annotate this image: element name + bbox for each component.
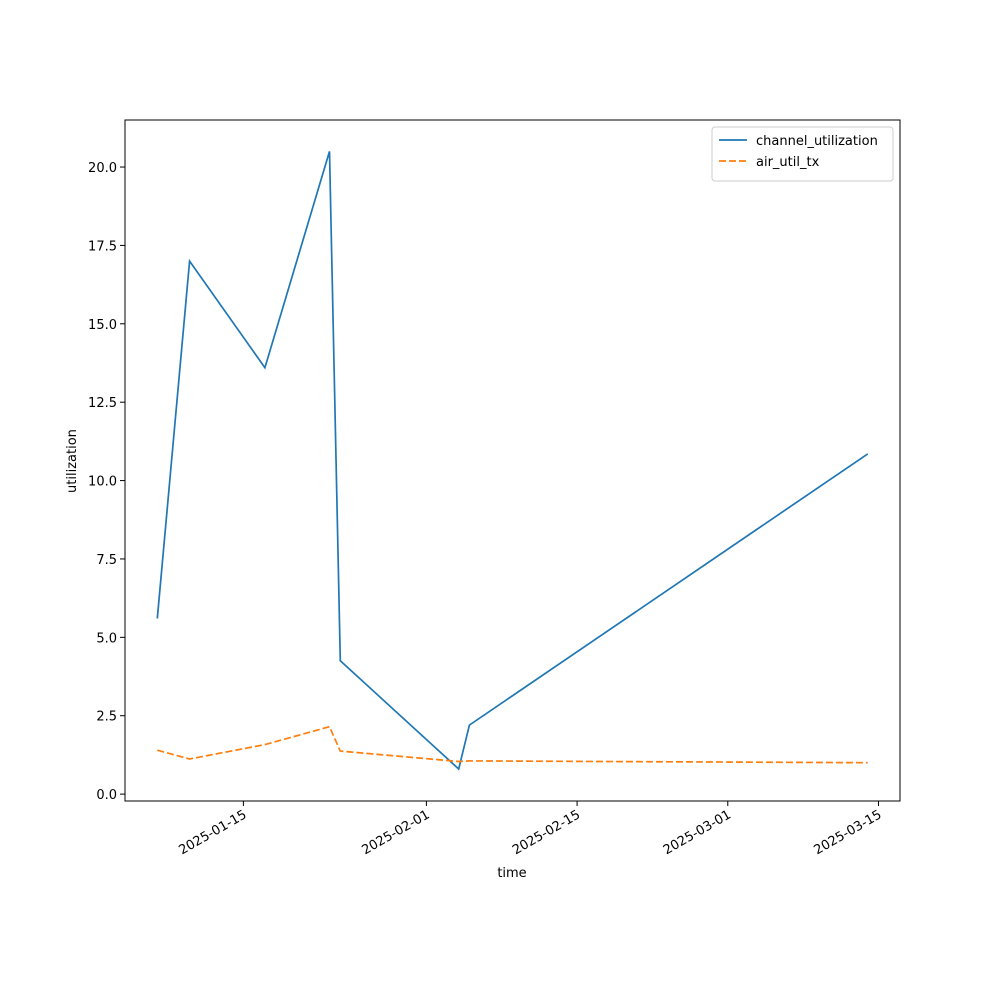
legend-label: air_util_tx (756, 155, 820, 170)
y-axis-label: utilization (65, 429, 80, 493)
y-tick-label: 2.5 (96, 710, 117, 725)
y-tick-label: 0.0 (96, 788, 117, 803)
y-tick-label: 15.0 (88, 318, 117, 333)
y-tick-label: 10.0 (88, 475, 117, 490)
plot-frame (124, 119, 901, 802)
y-tick-label: 17.5 (88, 239, 117, 254)
y-tick-label: 5.0 (96, 631, 117, 646)
series-line (157, 725, 868, 764)
y-tick-label: 7.5 (96, 553, 117, 568)
y-tick-label: 12.5 (88, 396, 117, 411)
legend-label: channel_utilization (756, 134, 878, 149)
x-axis-label: time (497, 866, 526, 881)
series-line (156, 151, 869, 771)
y-tick-label: 20.0 (88, 161, 117, 176)
legend-box (711, 126, 894, 182)
legend: channel_utilization air_util_tx (711, 126, 894, 182)
